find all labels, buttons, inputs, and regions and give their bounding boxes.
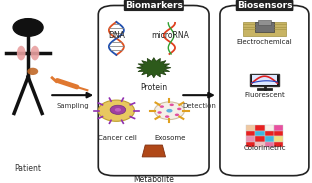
Text: Protein: Protein: [140, 83, 167, 92]
Text: Metabolite: Metabolite: [133, 175, 174, 183]
Bar: [265, 136, 274, 142]
Bar: [246, 131, 255, 136]
Bar: [274, 125, 283, 131]
Bar: [255, 131, 265, 136]
Text: Detection: Detection: [182, 103, 216, 109]
FancyBboxPatch shape: [252, 75, 277, 85]
Bar: [246, 136, 255, 142]
FancyBboxPatch shape: [220, 5, 309, 176]
Bar: [255, 125, 265, 131]
Ellipse shape: [31, 46, 39, 60]
Text: microRNA: microRNA: [151, 31, 189, 40]
Bar: [274, 142, 283, 147]
Text: Biomarkers: Biomarkers: [125, 1, 183, 10]
FancyBboxPatch shape: [255, 22, 274, 32]
Text: Patient: Patient: [15, 164, 41, 173]
Circle shape: [166, 109, 173, 113]
Circle shape: [98, 100, 134, 121]
Polygon shape: [137, 58, 171, 78]
Text: Cancer cell: Cancer cell: [98, 135, 136, 141]
Bar: [265, 142, 274, 147]
Text: Exosome: Exosome: [154, 135, 186, 141]
Circle shape: [169, 104, 174, 106]
Bar: [274, 131, 283, 136]
Text: Sampling: Sampling: [56, 103, 89, 109]
Bar: [255, 142, 265, 147]
Ellipse shape: [27, 68, 38, 75]
Circle shape: [175, 113, 179, 116]
Circle shape: [177, 108, 182, 110]
Text: Biosensors: Biosensors: [237, 1, 292, 10]
Bar: [265, 131, 274, 136]
Bar: [246, 142, 255, 147]
Text: Electrochemical: Electrochemical: [237, 39, 292, 45]
Circle shape: [157, 111, 162, 114]
FancyBboxPatch shape: [250, 74, 279, 86]
Ellipse shape: [17, 46, 26, 60]
Text: DNA: DNA: [109, 31, 125, 40]
Circle shape: [154, 102, 184, 119]
Bar: [274, 136, 283, 142]
Polygon shape: [142, 145, 165, 157]
FancyBboxPatch shape: [98, 5, 209, 176]
Bar: [246, 125, 255, 131]
Bar: [255, 136, 265, 142]
Circle shape: [115, 108, 121, 112]
Text: Fluorescent: Fluorescent: [244, 92, 285, 98]
Circle shape: [110, 105, 126, 114]
Circle shape: [165, 115, 169, 118]
Circle shape: [13, 19, 43, 36]
Bar: [265, 125, 274, 131]
FancyBboxPatch shape: [258, 20, 271, 25]
Circle shape: [160, 105, 164, 108]
Text: Colorimetric: Colorimetric: [243, 145, 286, 152]
FancyBboxPatch shape: [243, 22, 286, 36]
